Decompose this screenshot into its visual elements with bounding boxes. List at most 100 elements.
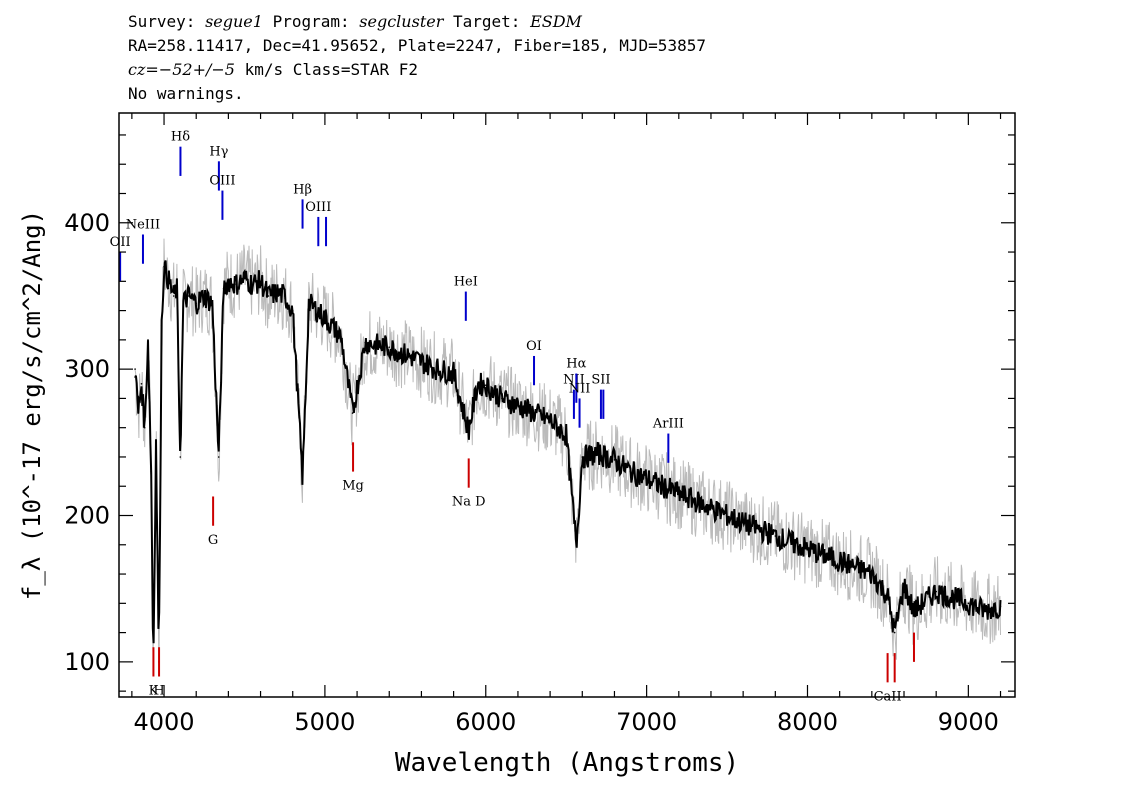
flux-point (575, 544, 578, 546)
flux-point (893, 631, 896, 634)
flux-point (301, 478, 304, 480)
flux-point (163, 265, 165, 268)
error-series-line (134, 238, 1001, 675)
x-axis-label: Wavelength (Angstroms) (395, 748, 739, 778)
flux-series-line (134, 260, 1002, 644)
x-tick-label: 9000 (938, 708, 999, 736)
x-tick-label: 4000 (134, 708, 195, 736)
flux-point (565, 434, 567, 436)
x-tick-label: 8000 (777, 708, 838, 736)
flux-point (404, 353, 407, 356)
flux-point (467, 429, 470, 432)
flux-point (613, 459, 616, 461)
target-label: Target: (453, 12, 521, 31)
flux-point (452, 372, 455, 375)
flux-point (420, 361, 423, 363)
y-tick-label: 100 (64, 648, 110, 676)
line-marker-label: Hγ (209, 144, 228, 159)
flux-point (187, 295, 189, 297)
x-tick-label: 6000 (455, 708, 516, 736)
line-marker-label: NII (563, 373, 585, 388)
flux-point (267, 295, 270, 297)
flux-point (903, 585, 905, 587)
cz-label: cz= (128, 60, 159, 79)
header-line-survey: Survey: segue1 Program: segcluster Targe… (128, 10, 1118, 34)
flux-point (235, 283, 238, 286)
line-marker-label: Mg (342, 479, 364, 494)
flux-point (150, 470, 152, 473)
line-marker-label: ArIII (652, 417, 684, 432)
flux-point (160, 324, 163, 327)
flux-point (806, 548, 809, 550)
flux-point (871, 573, 873, 575)
flux-point (533, 412, 535, 414)
flux-point (172, 295, 175, 297)
line-marker-label: K (149, 684, 159, 699)
flux-point (364, 342, 366, 344)
flux-point (774, 535, 777, 537)
flux-point (436, 368, 439, 370)
line-marker-label: Na D (452, 495, 486, 510)
line-marker-label: OII (110, 235, 131, 250)
flux-point (629, 470, 632, 473)
flux-point (501, 397, 503, 400)
flux-point (886, 595, 889, 597)
line-marker-label: OI (526, 339, 542, 354)
target-value: ESDM (530, 12, 582, 31)
header-line-warnings: No warnings. (128, 84, 244, 103)
flux-point (211, 302, 214, 305)
flux-point (227, 280, 230, 283)
flux-point (259, 280, 262, 283)
flux-point (597, 453, 600, 455)
x-tick-label: 5000 (294, 708, 355, 736)
flux-point (155, 441, 157, 444)
flux-point (134, 368, 136, 370)
spectrum-header: Survey: segue1 Program: segcluster Targe… (128, 10, 1118, 106)
flux-point (217, 456, 220, 458)
line-marker-label: Hα (566, 357, 586, 372)
cz-class: km/s Class=STAR F2 (234, 60, 418, 79)
flux-point (179, 456, 182, 458)
flux-point (935, 590, 937, 593)
header-line-redshift: cz=−52+/−5 km/s Class=STAR F2 (128, 58, 1118, 82)
flux-point (913, 609, 915, 612)
flux-point (710, 507, 712, 510)
flux-point (351, 412, 354, 414)
flux-point (581, 456, 584, 458)
line-marker-label: H (153, 684, 164, 699)
line-marker-label: G (208, 533, 218, 548)
flux-point (143, 426, 146, 429)
line-marker-label: NII (569, 381, 591, 396)
line-marker-label: OIII (305, 200, 331, 215)
line-marker-label: NeIII (126, 217, 160, 232)
line-marker-label: HeI (454, 275, 478, 290)
flux-point (291, 309, 294, 312)
x-tick-label: 7000 (616, 708, 677, 736)
line-marker-label: Hβ (293, 182, 312, 197)
flux-point (485, 384, 487, 387)
program-label: Program: (272, 12, 350, 31)
flux-point (645, 478, 648, 480)
flux-point (838, 560, 841, 562)
flux-point (742, 522, 744, 524)
flux-point (195, 302, 197, 305)
flux-point (283, 295, 286, 297)
flux-point (140, 383, 143, 385)
flux-point (182, 302, 185, 305)
header-line-coordinates: RA=258.11417, Dec=41.95652, Plate=2247, … (128, 36, 706, 55)
flux-point (251, 283, 254, 286)
flux-point (476, 383, 479, 385)
flux-point (168, 280, 170, 283)
axis-ticks: 4000 5000 6000 7000 8000 9000 100 200 300 400 (64, 113, 1015, 736)
flux-series (134, 260, 1002, 670)
flux-point (517, 404, 519, 407)
flux-point (137, 412, 140, 414)
line-marker-label: OIII (209, 174, 235, 189)
plot-frame (118, 112, 1016, 698)
y-axis-label: f_λ (10^-17 erg/s/cm^2/Ang) (18, 210, 46, 600)
survey-label: Survey: (128, 12, 196, 31)
flux-point (678, 492, 680, 495)
line-markers: OIINeIIIHδHγOIIIHβOIIIHeIOINIIHαNIISIIAr… (110, 130, 915, 704)
flux-point (147, 339, 149, 341)
